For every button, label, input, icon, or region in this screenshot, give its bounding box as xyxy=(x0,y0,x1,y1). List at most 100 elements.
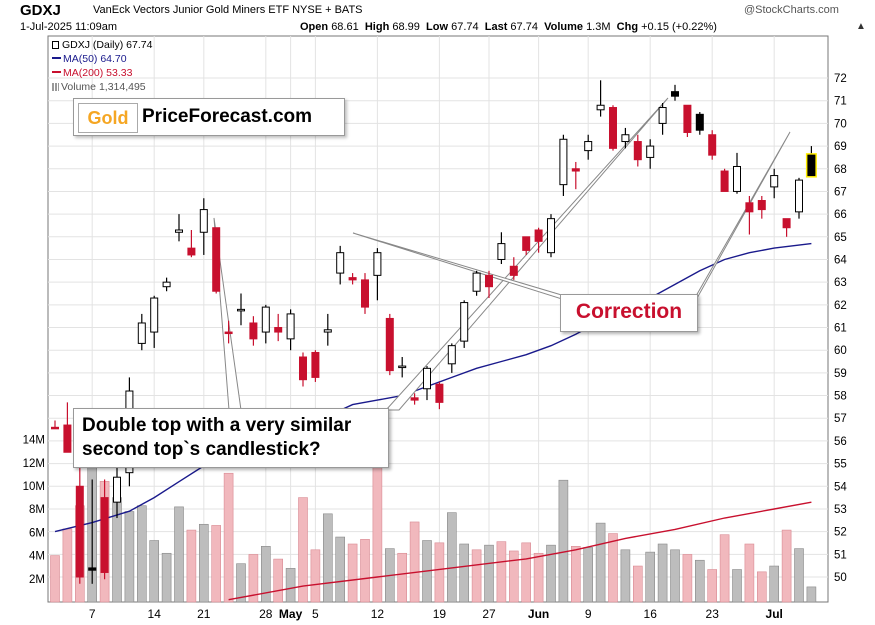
candle-body xyxy=(621,134,630,143)
volume-bar xyxy=(124,511,135,603)
change-label: Chg xyxy=(616,21,639,33)
candle-body xyxy=(323,329,332,333)
candle-body xyxy=(274,327,283,333)
candle-body xyxy=(547,218,555,254)
volume-bar xyxy=(335,536,346,603)
volume-bar xyxy=(199,523,209,603)
price-tick-label: 64 xyxy=(834,254,847,266)
candle-body xyxy=(472,272,481,292)
date-tick-label: 19 xyxy=(433,607,447,621)
date-tick-label: 14 xyxy=(148,607,162,621)
volume-bar xyxy=(434,542,445,603)
candle-body xyxy=(75,485,84,578)
volume-value: 1.3M xyxy=(586,21,611,33)
candle-body xyxy=(646,145,655,158)
price-tick-label: 69 xyxy=(834,141,847,153)
ticker-description: VanEck Vectors Junior Gold Miners ETF NY… xyxy=(93,4,363,16)
open-label: Open xyxy=(300,21,329,33)
candle-body xyxy=(175,229,183,233)
low-value: 67.74 xyxy=(451,21,479,33)
candle-body xyxy=(733,165,741,192)
candle-body xyxy=(137,322,146,344)
price-tick-label: 60 xyxy=(834,345,847,357)
candle-body xyxy=(237,308,245,312)
candle-body xyxy=(113,476,121,503)
candle-body xyxy=(385,317,394,372)
volume-bar xyxy=(236,563,246,603)
date-tick-label: 5 xyxy=(312,607,319,621)
price-tick-label: 68 xyxy=(834,164,847,176)
chart-menu-toggle-icon[interactable]: ▲ xyxy=(856,21,866,32)
price-tick-label: 54 xyxy=(834,481,847,493)
price-tick-label: 51 xyxy=(834,549,847,561)
volume-bar xyxy=(149,540,159,603)
volume-bar xyxy=(682,554,693,603)
volume-bar xyxy=(174,506,184,603)
correction-callout: Correction xyxy=(560,294,698,332)
legend-ma200-swatch xyxy=(52,71,61,73)
volume-bar xyxy=(781,529,792,603)
candle-body xyxy=(745,202,754,213)
candle-body xyxy=(224,331,233,335)
volume-bar xyxy=(273,558,284,603)
legend-symbol: GDXJ (Daily) 67.74 xyxy=(52,38,152,52)
volume-bar xyxy=(397,552,408,603)
stockcharts-watermark: @StockCharts.com xyxy=(744,4,839,16)
candle-body xyxy=(348,277,357,281)
legend-ma200: MA(200) 53.33 xyxy=(52,66,152,80)
volume-bar xyxy=(459,543,470,603)
quote-summary: Open 68.61 High 68.99 Low 67.74 Last 67.… xyxy=(300,21,717,33)
candle-body xyxy=(261,306,270,333)
date-tick-label: 28 xyxy=(259,607,273,621)
volume-bar xyxy=(260,546,271,603)
volume-bar xyxy=(769,565,780,603)
volume-bar xyxy=(50,555,60,603)
legend-symbol-text: GDXJ (Daily) 67.74 xyxy=(62,39,153,51)
ticker-symbol: GDXJ xyxy=(20,2,61,19)
legend-candle-icon xyxy=(52,41,59,49)
volume-bar xyxy=(620,549,631,603)
volume-bar xyxy=(533,552,544,603)
axes: 5051525354555657585960616263646566676869… xyxy=(23,73,848,621)
ma200-line xyxy=(228,501,812,601)
volume-bar xyxy=(360,539,370,603)
volume-bar xyxy=(211,525,221,603)
candle-body xyxy=(708,134,717,156)
candle-body xyxy=(807,154,816,177)
open-value: 68.61 xyxy=(331,21,359,33)
volume-bar xyxy=(285,568,296,603)
candle-body xyxy=(633,141,642,161)
candle-body xyxy=(534,229,543,242)
price-tick-label: 50 xyxy=(834,572,847,584)
candle-body xyxy=(286,313,295,340)
candle-body xyxy=(795,179,803,213)
volume-bar xyxy=(248,554,259,603)
double-top-line-1: Double top with a very similar xyxy=(82,415,352,436)
date-tick-label: May xyxy=(279,607,303,621)
volume-bar xyxy=(732,569,742,603)
volume-bar xyxy=(137,505,147,603)
date-tick-label: 21 xyxy=(197,607,211,621)
legend-ma50: MA(50) 64.70 xyxy=(52,52,152,66)
candlesticks xyxy=(51,80,817,584)
double-top-line-2: second top`s candlestick? xyxy=(82,439,321,460)
candle-body xyxy=(522,236,531,251)
legend-volume-text: Volume 1,314,495 xyxy=(61,81,146,93)
volume-bar xyxy=(645,551,656,603)
volume-bar xyxy=(186,529,197,603)
candle-body xyxy=(757,200,766,211)
date-tick-label: 12 xyxy=(371,607,385,621)
candle-body xyxy=(584,141,593,152)
candle-body xyxy=(571,168,580,172)
volume-bar xyxy=(409,521,420,603)
volume-tick-label: 8M xyxy=(29,504,45,516)
volume-bar xyxy=(322,513,333,603)
candle-body xyxy=(100,497,109,573)
candle-body xyxy=(435,383,444,403)
candle-body xyxy=(336,252,345,274)
volume-bar xyxy=(744,543,755,603)
badge-site-name: PriceForecast.com xyxy=(142,106,313,127)
candle-body xyxy=(770,175,779,188)
change-value: +0.15 (+0.22%) xyxy=(641,21,717,33)
